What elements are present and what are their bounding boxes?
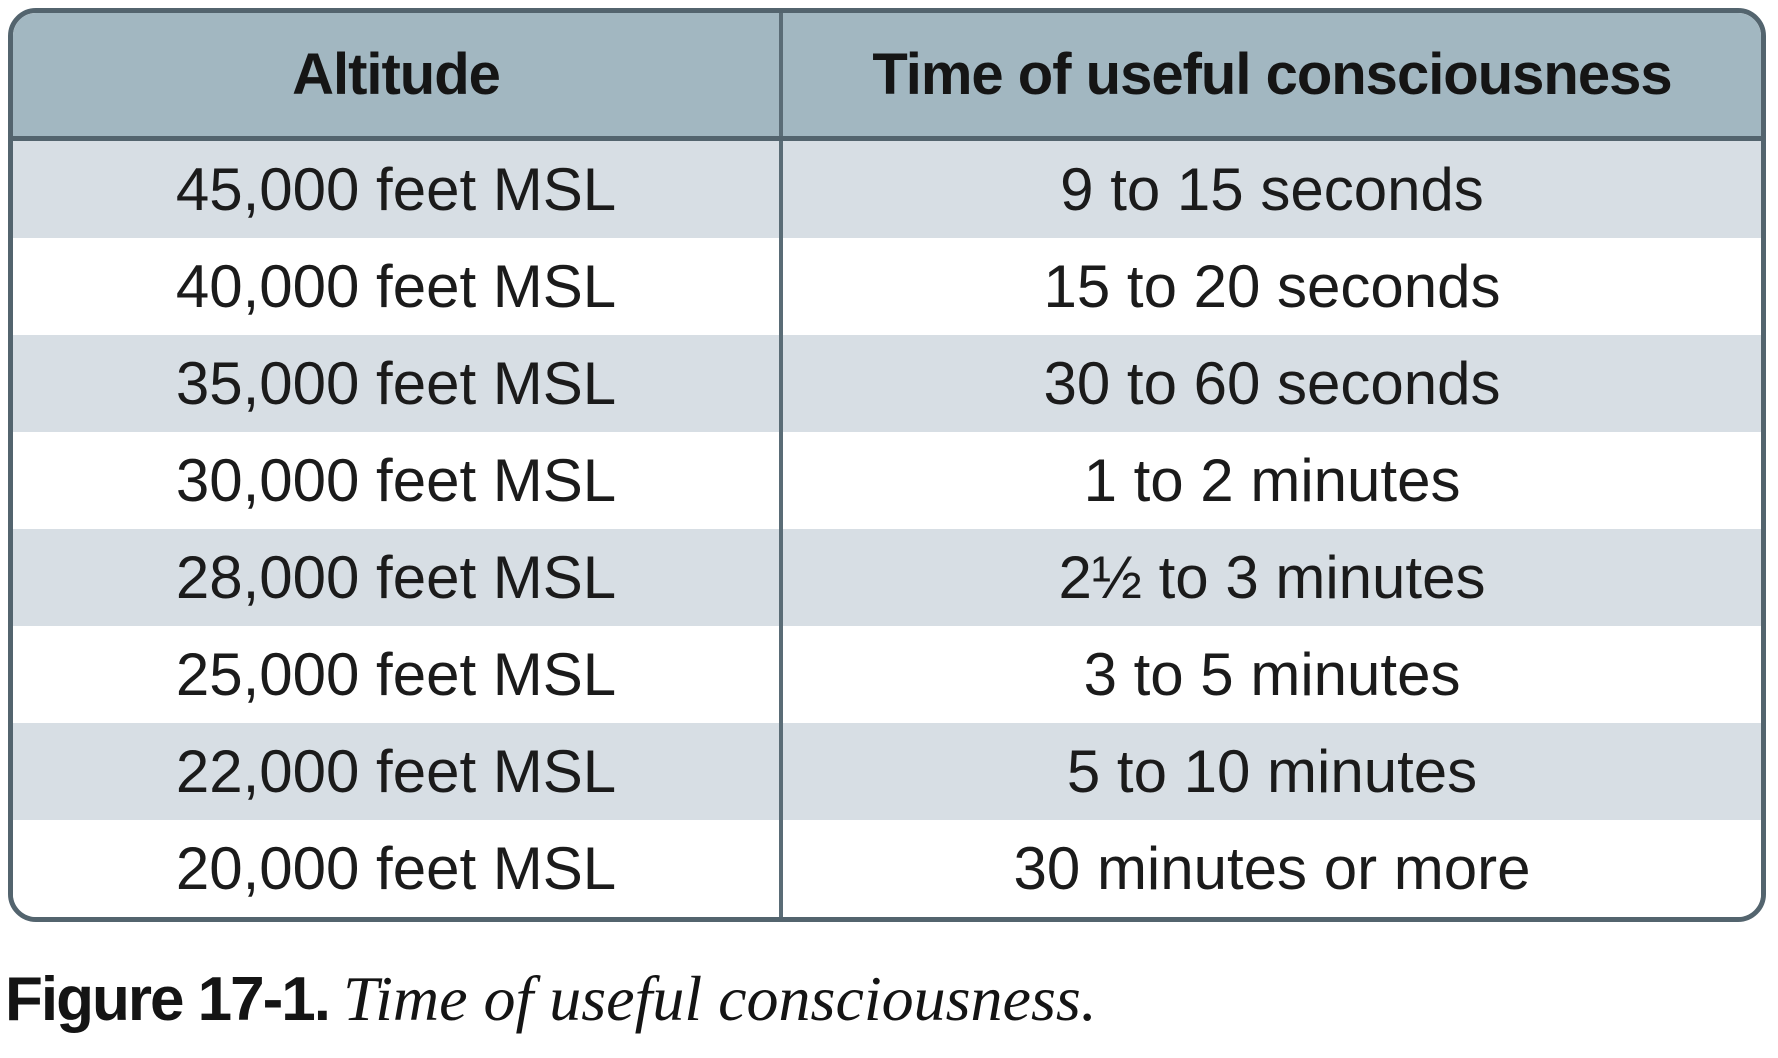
altitude-cell: 35,000 feet MSL [13,335,783,432]
table-row: 22,000 feet MSL 5 to 10 minutes [13,723,1761,820]
altitude-cell: 45,000 feet MSL [13,141,783,238]
time-cell: 30 minutes or more [1013,834,1531,902]
altitude-cell: 40,000 feet MSL [13,238,783,335]
figure-caption-label: Figure 17-1. [5,965,331,1034]
time-cell: 30 to 60 seconds [1043,349,1501,417]
table-row: 20,000 feet MSL 30 minutes or more [13,820,1761,917]
table-row: 40,000 feet MSL 15 to 20 seconds [13,238,1761,335]
figure-caption-text: Time of useful consciousness. [343,963,1097,1034]
altitude-cell: 22,000 feet MSL [13,723,783,820]
time-cell: 1 to 2 minutes [1083,446,1461,514]
altitude-cell: 28,000 feet MSL [13,529,783,626]
time-cell: 2½ to 3 minutes [1058,543,1486,611]
time-cell: 5 to 10 minutes [1066,737,1478,805]
table-row: 28,000 feet MSL 2½ to 3 minutes [13,529,1761,626]
table-row: 30,000 feet MSL 1 to 2 minutes [13,432,1761,529]
table-row: 45,000 feet MSL 9 to 15 seconds [13,141,1761,238]
table-row: 35,000 feet MSL 30 to 60 seconds [13,335,1761,432]
figure-caption: Figure 17-1. Time of useful consciousness… [5,962,1097,1036]
time-cell: 3 to 5 minutes [1083,640,1461,708]
altitude-cell: 30,000 feet MSL [13,432,783,529]
table-header-row: Altitude Time of useful consciousness [13,13,1761,141]
altitude-cell: 25,000 feet MSL [13,626,783,723]
column-header-time: Time of useful consciousness [872,41,1672,107]
column-header-altitude: Altitude [13,13,783,136]
table-row: 25,000 feet MSL 3 to 5 minutes [13,626,1761,723]
time-cell: 15 to 20 seconds [1043,252,1501,320]
time-of-useful-consciousness-table: Altitude Time of useful consciousness 45… [8,8,1766,922]
time-cell: 9 to 15 seconds [1060,155,1484,223]
altitude-cell: 20,000 feet MSL [13,820,783,917]
